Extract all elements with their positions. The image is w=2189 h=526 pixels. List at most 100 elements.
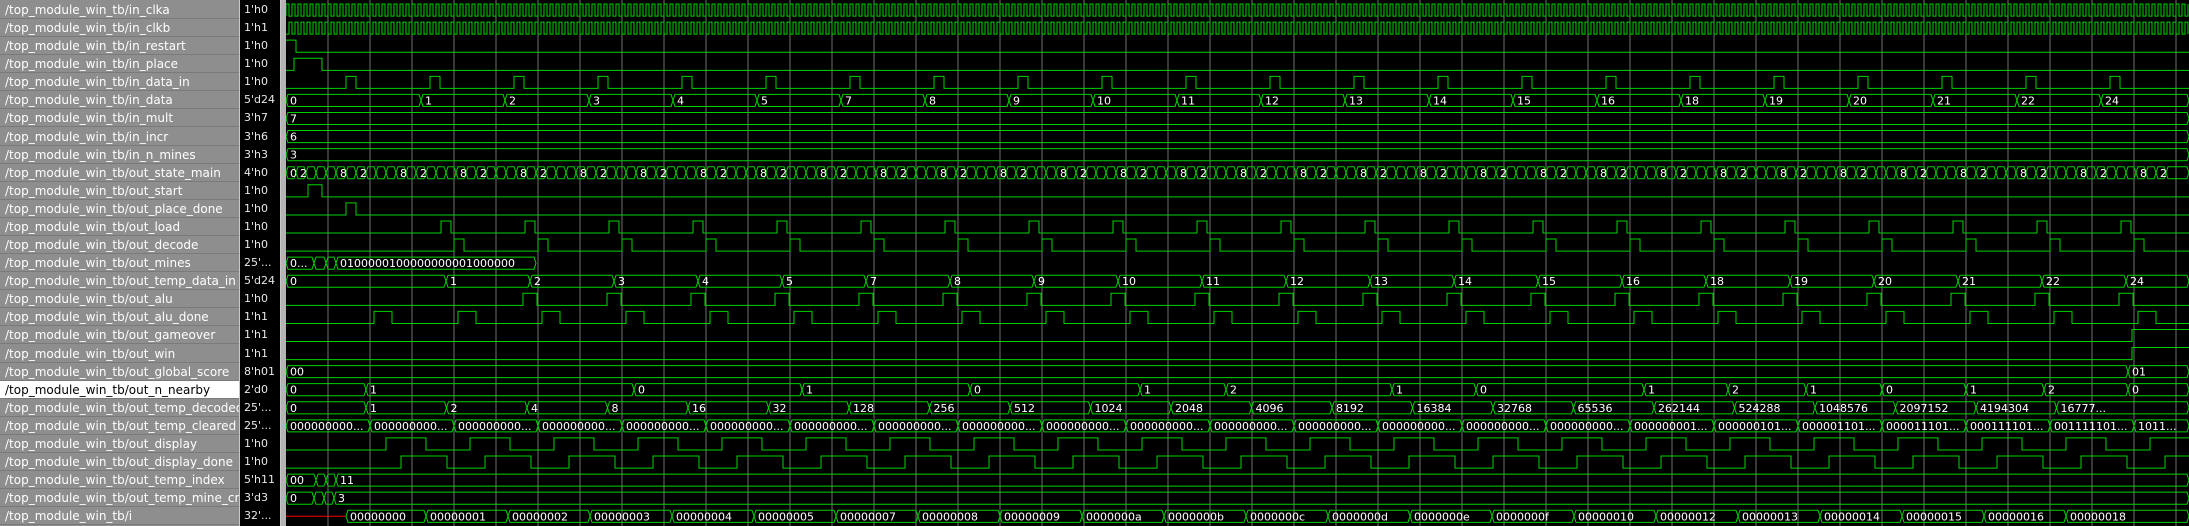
bus-segment <box>365 383 635 397</box>
bus-segment <box>697 274 783 288</box>
signal-name-row[interactable]: /top_module_win_tb/out_display_done <box>0 453 239 471</box>
bus-value-label: 1 <box>425 94 432 107</box>
signal-value: 8'h01 <box>244 364 275 378</box>
bus-segment <box>2065 166 2077 180</box>
signal-name-row[interactable]: /top_module_win_tb/out_state_main <box>0 164 239 182</box>
bus-segment <box>1643 383 1729 397</box>
signal-name-row[interactable]: /top_module_win_tb/out_temp_index <box>0 471 239 490</box>
bus-segment <box>1515 166 1527 180</box>
bus-value-label: 000000000... <box>1130 420 1203 433</box>
bus-value-label: 2 <box>900 167 907 180</box>
bus-segment <box>1405 166 1417 180</box>
bus-segment <box>1695 166 1707 180</box>
bus-value-label: 0 <box>290 492 297 505</box>
bus-value-label: 8 <box>1240 167 1247 180</box>
bus-segment <box>905 166 917 180</box>
signal-name-row[interactable]: /top_module_win_tb/out_place_done <box>0 200 239 218</box>
bus-segment <box>2055 401 2189 415</box>
bus-value-label: 00000009 <box>1004 510 1060 523</box>
signal-name-row[interactable]: /top_module_win_tb/out_start <box>0 182 239 200</box>
bus-segment <box>805 166 817 180</box>
signal-name-row[interactable]: /top_module_win_tb/out_alu <box>0 290 239 309</box>
bus-segment <box>1605 166 1617 180</box>
bus-value-label: 22 <box>2046 275 2060 288</box>
bus-value-label: 20 <box>1853 94 1867 107</box>
bus-value-label: 000000000... <box>1214 420 1287 433</box>
bus-value-label: 00000002 <box>512 510 568 523</box>
signal-name-row[interactable]: /top_module_win_tb/in_clkb <box>0 19 239 38</box>
signal-name-row[interactable]: /top_module_win_tb/in_restart <box>0 37 239 56</box>
signal-name-row[interactable]: /top_module_win_tb/out_display <box>0 435 239 453</box>
bus-segment <box>405 166 417 180</box>
pulse-trace <box>286 292 2189 306</box>
bus-value-label: 2 <box>480 167 487 180</box>
bus-value-label: 4 <box>531 402 538 415</box>
signal-name-row[interactable]: /top_module_win_tb/out_temp_decoded <box>0 399 239 417</box>
waveform-row: 0 1 0 1 0 1 2 1 0 1 2 1 0 1 2 0 <box>286 383 2189 397</box>
signal-name-row[interactable]: /top_module_win_tb/in_clka <box>0 1 239 19</box>
signal-value: 1'h0 <box>244 219 268 233</box>
signal-name-row[interactable]: /top_module_win_tb/out_global_score <box>0 363 239 381</box>
signal-name-row[interactable]: /top_module_win_tb/in_data <box>0 91 239 110</box>
bus-value-label: 8 <box>1780 167 1787 180</box>
bus-value-label: 2 <box>1620 167 1627 180</box>
bus-segment <box>1033 274 1119 288</box>
signal-name-row[interactable]: /top_module_win_tb/in_incr <box>0 128 239 146</box>
signal-value: 5'h11 <box>244 473 275 487</box>
bus-segment <box>2085 166 2097 180</box>
bus-value-label: 7 <box>290 113 297 126</box>
signal-name-row[interactable]: /top_module_win_tb/in_mult <box>0 109 239 128</box>
bus-value-label: 0 <box>290 402 297 415</box>
waveform-pane[interactable]: 0 1 2 3 4 5 7 8 9 10 11 12 13 14 15 16 18 19 20 21 22 24 7 6 3 0 2… <box>286 0 2189 526</box>
bus-value-label: 8 <box>1900 167 1907 180</box>
bus-value-label: 00000003 <box>594 510 650 523</box>
signal-name-row[interactable]: /top_module_win_tb/out_win <box>0 345 239 363</box>
bus-value-label: 00000014 <box>1824 510 1880 523</box>
bus-value-label: 512 <box>1014 402 1035 415</box>
signal-name-row[interactable]: /top_module_win_tb/out_load <box>0 218 239 236</box>
bus-segment <box>1005 166 1017 180</box>
bus-segment <box>725 166 737 180</box>
bus-value-label: 2 <box>420 167 427 180</box>
signal-name-row[interactable]: /top_module_win_tb/in_data_in <box>0 73 239 92</box>
signal-name-row[interactable]: /top_module_win_tb/out_temp_mine_cnt <box>0 489 239 508</box>
bus-segment <box>2055 166 2067 180</box>
bus-value-label: 21 <box>1962 275 1976 288</box>
bus-value-label: 15 <box>1542 275 1556 288</box>
waveform-row <box>286 3 2189 17</box>
bus-value-label: 8 <box>1480 167 1487 180</box>
bus-value-label: 8 <box>1300 167 1307 180</box>
bus-segment <box>795 166 807 180</box>
waveform-row: 0... 0100000100000000001000000 <box>286 256 537 270</box>
signal-name-row[interactable]: /top_module_win_tb/out_alu_done <box>0 308 239 327</box>
bus-segment <box>1625 166 1637 180</box>
bus-value-label: 16 <box>1601 94 1615 107</box>
signal-name-row[interactable]: /top_module_win_tb/out_temp_data_in <box>0 272 239 291</box>
bus-segment <box>756 93 842 107</box>
signal-name-row[interactable]: /top_module_win_tb/out_temp_cleared <box>0 417 239 435</box>
signal-name-row[interactable]: /top_module_win_tb/in_place <box>0 55 239 74</box>
bus-value-label: 18 <box>1710 275 1724 288</box>
signal-value: 1'h0 <box>244 3 268 16</box>
signal-value: 3'd3 <box>244 491 269 505</box>
bus-segment <box>465 166 477 180</box>
bus-segment <box>1335 166 1347 180</box>
signal-name-row[interactable]: /top_module_win_tb/out_decode <box>0 236 239 255</box>
signal-name-row[interactable]: /top_module_win_tb/out_n_nearby <box>0 380 239 399</box>
signal-name-row[interactable]: /top_module_win_tb/out_mines <box>0 254 239 273</box>
bus-segment <box>313 491 325 505</box>
bus-segment <box>1385 166 1397 180</box>
bus-segment <box>1727 383 1807 397</box>
bus-value-label: 001111101... <box>2054 420 2127 433</box>
bus-value-label: 2 <box>1230 384 1237 397</box>
bus-value-label: 0000000f <box>1496 510 1550 523</box>
signal-name-row[interactable]: /top_module_win_tb/out_gameover <box>0 326 239 345</box>
bus-value-label: 2 <box>1560 167 1567 180</box>
pane-splitter[interactable] <box>281 0 286 526</box>
bus-value-label: 2 <box>1980 167 1987 180</box>
bus-value-label: 0000000d <box>1332 510 1388 523</box>
signal-name-row[interactable]: /top_module_win_tb/i <box>0 507 239 526</box>
signal-name-row[interactable]: /top_module_win_tb/in_n_mines <box>0 146 239 164</box>
bus-segment <box>1145 166 1157 180</box>
waveform-row <box>286 310 2189 324</box>
